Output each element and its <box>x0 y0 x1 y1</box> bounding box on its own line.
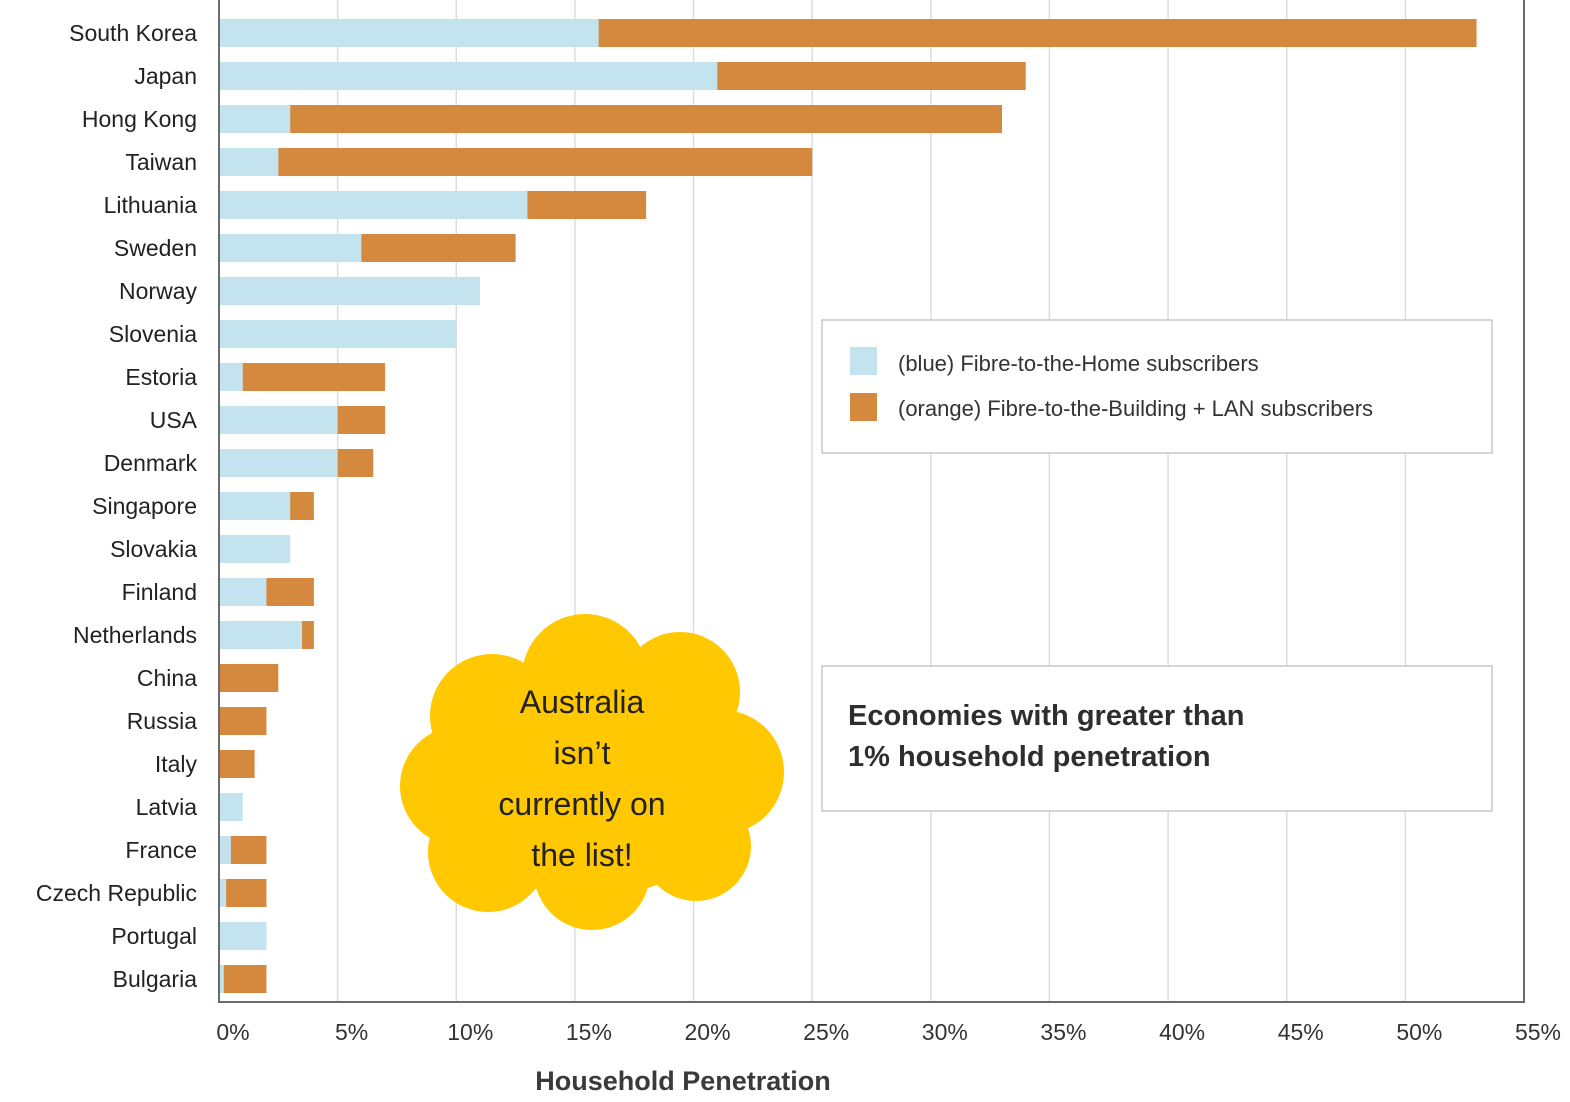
annotation-text-line2: 1% household penetration <box>848 741 1211 773</box>
bar-fibre-home-singapore <box>219 492 291 520</box>
legend-label-blue: (blue) Fibre-to-the-Home subscribers <box>898 351 1259 376</box>
bar-fibre-building-usa <box>337 406 386 434</box>
legend: (blue) Fibre-to-the-Home subscribers (or… <box>821 319 1493 454</box>
category-labels: South Korea Japan Hong Kong Taiwan Lithuania… <box>36 20 198 992</box>
category-label: Estoria <box>125 364 197 390</box>
bar-fibre-home-lithuania <box>219 191 528 219</box>
bar-fibre-building-france <box>230 836 267 864</box>
category-label: France <box>125 837 197 863</box>
legend-swatch-blue <box>850 347 877 375</box>
cloud-shape <box>400 614 784 930</box>
category-label: Sweden <box>114 235 197 261</box>
category-label: Slovakia <box>110 536 197 562</box>
bar-fibre-building-russia <box>219 707 267 735</box>
category-label: Czech Republic <box>36 880 197 906</box>
bar-fibre-home-czech-republic <box>219 879 227 907</box>
bar-fibre-building-japan <box>717 62 1026 90</box>
category-label: Lithuania <box>104 192 198 218</box>
x-tick-label: 15% <box>566 1019 612 1045</box>
bar-fibre-building-denmark <box>337 449 374 477</box>
annotation-box: Economies with greater than 1% household… <box>821 665 1493 812</box>
category-label: China <box>137 665 197 691</box>
bar-fibre-building-taiwan <box>278 148 813 176</box>
australia-callout: Australia isn’t currently on the list! <box>400 614 784 930</box>
category-label: Norway <box>119 278 197 304</box>
category-label: Bulgaria <box>113 966 198 992</box>
category-label: Italy <box>155 751 198 777</box>
category-label: Japan <box>134 63 197 89</box>
category-label: Netherlands <box>73 622 197 648</box>
category-label: South Korea <box>69 20 197 46</box>
bar-fibre-home-estoria <box>219 363 243 391</box>
bar-fibre-home-sweden <box>219 234 362 262</box>
bar-fibre-building-bulgaria <box>223 965 267 993</box>
category-label: Slovenia <box>109 321 197 347</box>
bar-fibre-home-norway <box>219 277 480 305</box>
x-tick-label: 25% <box>803 1019 849 1045</box>
bar-fibre-home-south-korea <box>219 19 599 47</box>
x-tick-label: 10% <box>447 1019 493 1045</box>
bar-fibre-home-usa <box>219 406 338 434</box>
bar-fibre-home-taiwan <box>219 148 279 176</box>
legend-frame <box>821 319 1493 454</box>
category-label: Hong Kong <box>82 106 197 132</box>
callout-text-line1: Australia <box>520 684 645 720</box>
bar-fibre-building-hong-kong <box>290 105 1002 133</box>
category-label: Taiwan <box>125 149 197 175</box>
annotation-frame <box>821 665 1493 812</box>
annotation-text-line1: Economies with greater than <box>848 700 1244 732</box>
x-tick-label: 30% <box>922 1019 968 1045</box>
callout-text-line3: currently on <box>498 786 665 822</box>
legend-label-orange: (orange) Fibre-to-the-Building + LAN sub… <box>898 396 1373 421</box>
bar-fibre-building-netherlands <box>302 621 314 649</box>
legend-swatch-orange <box>850 393 877 421</box>
callout-text-line2: isn’t <box>554 735 611 771</box>
bar-fibre-building-czech-republic <box>226 879 267 907</box>
bar-fibre-home-denmark <box>219 449 338 477</box>
x-tick-label: 20% <box>685 1019 731 1045</box>
bar-fibre-building-estoria <box>242 363 386 391</box>
x-tick-labels: 0% 5% 10% 15% 20% 25% 30% 35% 40% 45% 50% 55% <box>216 1019 1561 1045</box>
x-tick-label: 5% <box>335 1019 368 1045</box>
x-tick-label: 0% <box>216 1019 249 1045</box>
bar-fibre-home-slovakia <box>219 535 291 563</box>
bar-fibre-building-south-korea <box>598 19 1477 47</box>
bar-fibre-building-china <box>219 664 279 692</box>
bar-fibre-building-finland <box>266 578 314 606</box>
bar-fibre-home-bulgaria <box>219 965 224 993</box>
category-label: Singapore <box>92 493 197 519</box>
x-axis-title: Household Penetration <box>535 1066 831 1096</box>
bar-fibre-home-japan <box>219 62 718 90</box>
x-tick-label: 50% <box>1396 1019 1442 1045</box>
category-label: Latvia <box>136 794 198 820</box>
callout-text-line4: the list! <box>531 837 632 873</box>
x-tick-label: 55% <box>1515 1019 1561 1045</box>
bar-fibre-home-finland <box>219 578 267 606</box>
x-tick-label: 35% <box>1040 1019 1086 1045</box>
category-label: Denmark <box>104 450 198 476</box>
bars <box>219 19 1477 993</box>
category-label: Portugal <box>111 923 197 949</box>
bar-fibre-home-slovenia <box>219 320 457 348</box>
x-tick-label: 40% <box>1159 1019 1205 1045</box>
bar-fibre-home-france <box>219 836 231 864</box>
x-tick-label: 45% <box>1278 1019 1324 1045</box>
bar-fibre-home-hong-kong <box>219 105 291 133</box>
bar-fibre-home-portugal <box>219 922 267 950</box>
bar-fibre-home-latvia <box>219 793 243 821</box>
plot-frame <box>218 0 1525 1003</box>
bar-fibre-building-lithuania <box>527 191 647 219</box>
bar-fibre-home-netherlands <box>219 621 303 649</box>
bar-fibre-building-sweden <box>361 234 516 262</box>
bar-fibre-building-singapore <box>290 492 314 520</box>
category-label: Russia <box>127 708 198 734</box>
bar-fibre-building-italy <box>219 750 255 778</box>
category-label: USA <box>150 407 198 433</box>
category-label: Finland <box>122 579 197 605</box>
